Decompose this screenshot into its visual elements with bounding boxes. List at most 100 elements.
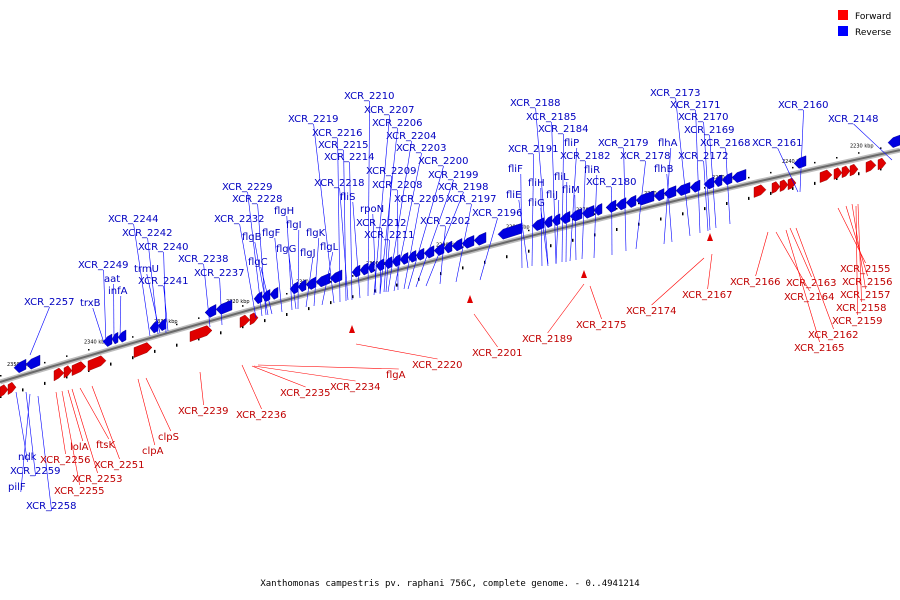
ruler-dot xyxy=(770,191,772,195)
reverse-gene-label-trmu: trmU xyxy=(134,264,159,275)
forward-gene-label-xcr-2201: XCR_2201 xyxy=(472,348,523,359)
leader-line xyxy=(518,199,529,269)
leader-line xyxy=(403,203,420,290)
forward-gene-label-xcr-2253: XCR_2253 xyxy=(72,474,123,485)
backbone xyxy=(0,149,900,383)
ruler-dot xyxy=(616,228,618,231)
leader-line xyxy=(561,133,564,263)
reverse-gene xyxy=(635,190,655,206)
leader-line xyxy=(203,263,211,328)
leader-line xyxy=(260,266,273,315)
leader-line xyxy=(425,191,464,287)
reverse-gene xyxy=(713,174,723,188)
leader-line xyxy=(799,109,804,193)
reverse-gene xyxy=(721,172,733,186)
forward-gene xyxy=(581,270,587,278)
leader-line xyxy=(439,225,446,285)
reverse-gene xyxy=(663,185,677,199)
leader-line xyxy=(857,203,862,303)
reverse-gene xyxy=(689,179,701,193)
leader-line xyxy=(37,395,52,512)
leader-line xyxy=(313,123,335,304)
ruler-dot xyxy=(814,181,816,185)
ruler-dot xyxy=(0,375,2,377)
forward-gene-label-xcr-2256: XCR_2256 xyxy=(40,455,91,466)
ruler-dot xyxy=(858,172,860,176)
forward-gene-label-clpa: clpA xyxy=(142,446,164,457)
leader-line xyxy=(479,217,498,281)
forward-gene-label-xcr-2236: XCR_2236 xyxy=(236,410,287,421)
reverse-gene-label-xcr-2191: XCR_2191 xyxy=(508,144,559,155)
forward-gene-label-xcr-2162: XCR_2162 xyxy=(808,330,859,341)
forward-gene xyxy=(877,157,887,171)
reverse-gene xyxy=(415,247,425,261)
forward-gene-label-xcr-2235: XCR_2235 xyxy=(280,388,331,399)
reverse-gene-label-infa: infA xyxy=(108,286,128,297)
leader-line xyxy=(675,97,691,237)
leader-line xyxy=(407,165,444,290)
reverse-gene-label-flir: fliR xyxy=(584,165,600,176)
reverse-gene-label-xcr-2257: XCR_2257 xyxy=(24,297,75,308)
leader-line xyxy=(623,147,627,252)
leader-line xyxy=(837,207,866,264)
reverse-gene-label-xcr-2218: XCR_2218 xyxy=(314,178,365,189)
reverse-gene xyxy=(423,245,435,259)
leader-line xyxy=(695,109,701,234)
reverse-gene-label-xcr-2212: XCR_2212 xyxy=(356,218,407,229)
leader-line xyxy=(589,285,602,320)
ruler-dot xyxy=(638,202,640,205)
ruler-dot xyxy=(286,313,288,316)
reverse-gene-label-flgk: flgK xyxy=(306,228,326,239)
leader-line xyxy=(415,179,454,288)
reverse-gene xyxy=(13,358,27,374)
reverse-gene-label-xcr-2171: XCR_2171 xyxy=(670,100,721,111)
forward-gene-label-xcr-2156: XCR_2156 xyxy=(842,277,893,288)
reverse-gene-label-xcr-2172: XCR_2172 xyxy=(678,151,729,162)
reverse-gene xyxy=(731,169,747,183)
leader-line xyxy=(321,251,334,306)
ruler-dot xyxy=(814,161,816,164)
leader-line xyxy=(666,173,673,243)
forward-gene-label-xcr-2174: XCR_2174 xyxy=(626,306,677,317)
leader-line xyxy=(355,343,438,360)
ruler-dot xyxy=(220,331,222,335)
reverse-gene-label-xcr-2242: XCR_2242 xyxy=(122,228,173,239)
leader-line xyxy=(163,285,169,332)
leader-line xyxy=(337,137,341,303)
reverse-gene-label-flgg: flgG xyxy=(276,244,296,255)
reverse-gene xyxy=(297,279,307,293)
forward-gene-label-clps: clpS xyxy=(158,432,179,443)
reverse-gene xyxy=(559,210,571,224)
leader-line xyxy=(137,378,156,446)
reverse-gene xyxy=(581,205,595,219)
forward-gene xyxy=(819,169,833,183)
leader-line xyxy=(387,140,412,293)
reverse-gene-label-trxb: trxB xyxy=(80,298,101,309)
reverse-gene-label-pilf: pilF xyxy=(8,482,26,493)
reverse-gene xyxy=(261,289,271,302)
ruler-dot xyxy=(242,305,244,307)
reverse-gene-label-xcr-2241: XCR_2241 xyxy=(138,276,189,287)
ruler-dot xyxy=(616,208,618,210)
leader-line xyxy=(219,277,223,326)
forward-gene xyxy=(53,367,65,382)
reverse-gene-label-xcr-2249: XCR_2249 xyxy=(78,260,129,271)
reverse-gene-label-xcr-2238: XCR_2238 xyxy=(178,254,229,265)
ruler-dot xyxy=(44,381,46,385)
forward-gene-label-xcr-2166: XCR_2166 xyxy=(730,277,781,288)
leader-line xyxy=(297,229,300,310)
leader-line xyxy=(352,201,361,299)
reverse-gene xyxy=(253,291,263,305)
leader-line xyxy=(703,160,709,232)
leader-line xyxy=(785,229,820,343)
leader-line xyxy=(71,388,98,474)
ruler-dot xyxy=(506,255,508,259)
leader-line xyxy=(25,391,36,477)
legend-swatch-reverse xyxy=(838,26,848,36)
forward-gene xyxy=(865,160,877,173)
leader-line xyxy=(257,364,399,370)
forward-gene xyxy=(189,325,213,342)
reverse-gene-label-xcr-2244: XCR_2244 xyxy=(108,214,159,225)
ruler-dot xyxy=(330,301,332,305)
reverse-gene-label-flil: fliL xyxy=(554,172,569,183)
